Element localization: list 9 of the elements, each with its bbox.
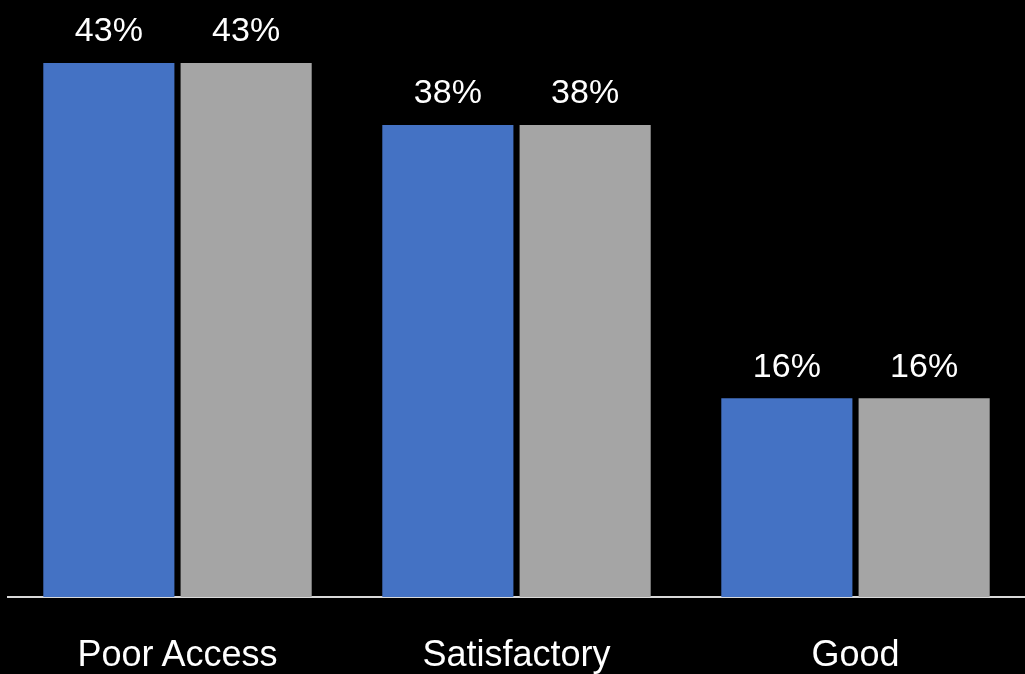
x-tick-label: Satisfactory [422,632,611,674]
x-tick-label: Good [811,632,900,674]
data-label: 16% [890,345,959,384]
data-label: 38% [413,72,482,111]
x-tick-label: Poor Access [77,632,278,674]
data-label: 43% [74,10,143,49]
data-label: 38% [551,72,620,111]
data-label: 16% [752,345,821,384]
data-label: 43% [212,10,281,49]
